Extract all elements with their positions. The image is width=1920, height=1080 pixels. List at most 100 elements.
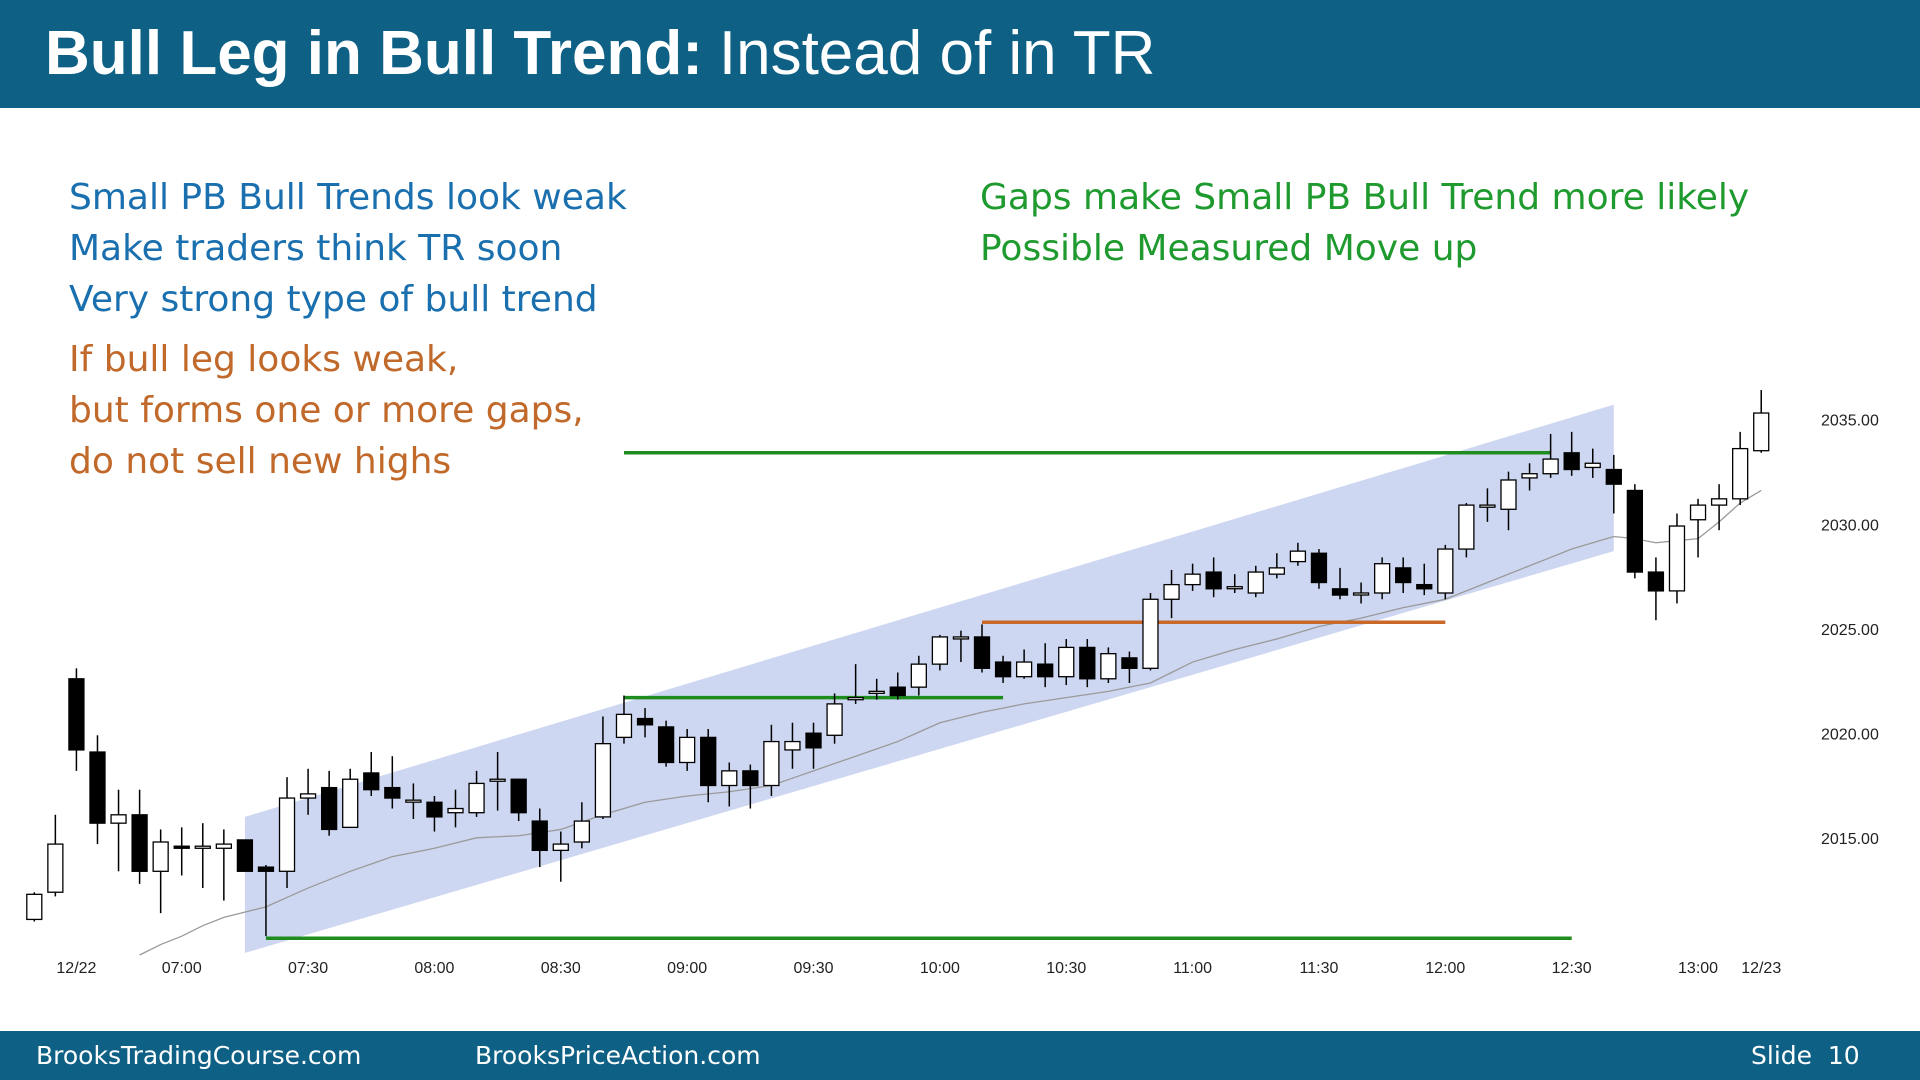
candle-body: [215, 843, 232, 849]
candle-body: [805, 732, 822, 749]
candle-body: [1226, 586, 1243, 590]
channel: [244, 404, 1614, 953]
candle-body: [299, 793, 317, 799]
candle-body: [489, 778, 506, 782]
candle-body: [1352, 592, 1370, 596]
candle-body: [110, 814, 127, 824]
candle-body: [1163, 583, 1180, 600]
header: Bull Leg in Bull Trend: Instead of in TR: [0, 0, 1920, 108]
notes-left: Small PB Bull Trends look weak Make trad…: [69, 172, 627, 325]
candle-body: [1373, 563, 1391, 594]
candle-body: [1479, 504, 1496, 508]
note-line: Small PB Bull Trends look weak: [69, 177, 627, 218]
candle-body: [721, 770, 738, 787]
candle-body: [1500, 479, 1517, 510]
candle-body: [1521, 473, 1538, 479]
y-tick-label: 2035.00: [1821, 413, 1879, 430]
candle-body: [889, 686, 906, 697]
x-tick-label: 08:30: [541, 960, 581, 977]
note-line: Possible Measured Move up: [980, 228, 1478, 269]
candle-body: [1605, 468, 1622, 485]
candle-body: [1268, 567, 1285, 575]
candle-body: [342, 778, 359, 829]
candle-body: [1121, 657, 1138, 669]
x-tick-label: 12/22: [56, 960, 96, 977]
candle-body: [952, 636, 970, 640]
candle-body: [615, 713, 633, 739]
candle-body: [1100, 653, 1117, 680]
candle-body: [1015, 661, 1033, 678]
note-line: Make traders think TR soon: [69, 228, 563, 269]
candle-body: [447, 807, 464, 814]
candle-body: [47, 843, 64, 893]
candle-body: [1689, 504, 1707, 521]
candle-body: [1142, 598, 1159, 669]
candle-body: [1668, 525, 1686, 592]
x-tick-label: 08:00: [414, 960, 454, 977]
footer-left: BrooksTradingCourse.com: [36, 1041, 362, 1070]
candle-body: [278, 797, 296, 872]
candle-body: [700, 736, 717, 787]
candle-body: [931, 636, 949, 665]
y-tick-label: 2015.00: [1821, 831, 1879, 848]
candle-body: [1732, 447, 1749, 500]
footer-slide: Slide 10: [1751, 1041, 1860, 1070]
candle-body: [1710, 498, 1728, 506]
x-tick-label: 09:00: [667, 960, 707, 977]
candle-body: [1037, 663, 1054, 678]
notes-warning: If bull leg looks weak, but forms one or…: [69, 334, 584, 487]
candle-body: [826, 703, 843, 736]
footer-middle: BrooksPriceAction.com: [475, 1041, 761, 1070]
candle-body: [1563, 452, 1580, 471]
y-tick-label: 2020.00: [1821, 727, 1879, 744]
note-line: do not sell new highs: [69, 441, 452, 482]
title-rest: Instead of in TR: [718, 19, 1156, 88]
candle-body: [784, 740, 801, 751]
candle-body: [26, 893, 43, 921]
candle-body: [152, 841, 169, 872]
note-line: but forms one or more gaps,: [69, 390, 584, 431]
candle-body: [510, 778, 527, 814]
x-tick-label: 11:00: [1173, 960, 1212, 977]
footer: BrooksTradingCourse.com BrooksPriceActio…: [0, 1031, 1920, 1080]
candle-body: [194, 845, 211, 849]
candle-body: [552, 843, 569, 852]
x-tick-label: 12:00: [1425, 960, 1465, 977]
candle-body: [257, 866, 275, 872]
x-tick-label: 13:00: [1678, 960, 1718, 977]
title-bold: Bull Leg in Bull Trend:: [45, 19, 703, 88]
candle-body: [1331, 588, 1349, 596]
candle-body: [320, 786, 338, 831]
candle-body: [89, 751, 106, 824]
candle-body: [910, 663, 927, 688]
candle-body: [131, 814, 148, 872]
candle-body: [1289, 550, 1307, 563]
candle-body: [679, 736, 696, 764]
candle-body: [426, 801, 443, 818]
candle-body: [973, 636, 991, 669]
candle-body: [468, 782, 485, 814]
x-tick-label: 12/23: [1741, 960, 1781, 977]
candle-body: [573, 820, 591, 843]
notes-right: Gaps make Small PB Bull Trend more likel…: [980, 172, 1749, 274]
candle-body: [1310, 552, 1328, 584]
candle-body: [1058, 646, 1075, 678]
x-tick-label: 07:30: [288, 960, 328, 977]
candle-body: [657, 726, 675, 764]
x-tick-label: 10:30: [1046, 960, 1086, 977]
title: Bull Leg in Bull Trend: Instead of in TR: [45, 20, 1155, 88]
x-tick-label: 11:30: [1300, 960, 1339, 977]
candle-body: [1542, 458, 1559, 475]
candle-body: [1395, 567, 1412, 584]
candle-body: [1753, 412, 1770, 452]
candle-body: [1626, 489, 1644, 573]
candle-body: [763, 740, 780, 787]
note-line: Gaps make Small PB Bull Trend more likel…: [980, 177, 1750, 218]
candle-body: [173, 845, 190, 849]
candle-body: [636, 717, 654, 726]
candle-body: [742, 770, 759, 787]
moving-average: [139, 489, 1762, 956]
candle-body: [868, 690, 885, 694]
candle-body: [531, 820, 548, 852]
candle-body: [1184, 573, 1201, 586]
